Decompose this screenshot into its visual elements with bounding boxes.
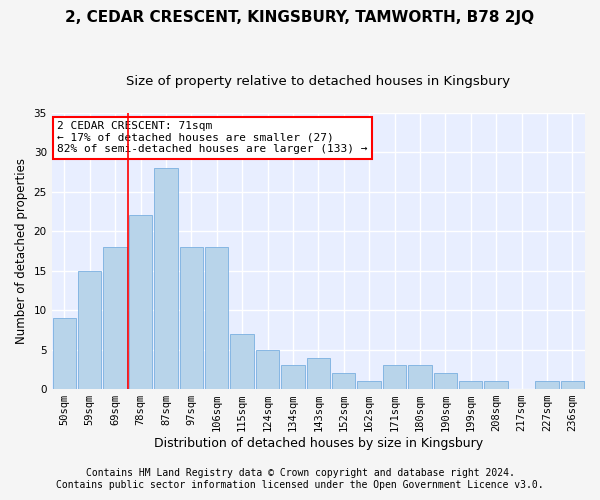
Bar [103,247,127,389]
Bar [281,366,305,389]
Bar [408,366,431,389]
Bar [78,270,101,389]
Bar [535,381,559,389]
Text: 2, CEDAR CRESCENT, KINGSBURY, TAMWORTH, B78 2JQ: 2, CEDAR CRESCENT, KINGSBURY, TAMWORTH, … [65,10,535,25]
Bar [154,168,178,389]
Y-axis label: Number of detached properties: Number of detached properties [15,158,28,344]
Bar [230,334,254,389]
Bar [383,366,406,389]
Text: Contains HM Land Registry data © Crown copyright and database right 2024.
Contai: Contains HM Land Registry data © Crown c… [56,468,544,490]
Text: 2 CEDAR CRESCENT: 71sqm
← 17% of detached houses are smaller (27)
82% of semi-de: 2 CEDAR CRESCENT: 71sqm ← 17% of detache… [57,121,367,154]
Bar [484,381,508,389]
Bar [459,381,482,389]
Bar [560,381,584,389]
Bar [332,374,355,389]
Title: Size of property relative to detached houses in Kingsbury: Size of property relative to detached ho… [126,75,511,88]
X-axis label: Distribution of detached houses by size in Kingsbury: Distribution of detached houses by size … [154,437,483,450]
Bar [307,358,330,389]
Bar [358,381,381,389]
Bar [53,318,76,389]
Bar [256,350,279,389]
Bar [179,247,203,389]
Bar [129,216,152,389]
Bar [434,374,457,389]
Bar [205,247,229,389]
